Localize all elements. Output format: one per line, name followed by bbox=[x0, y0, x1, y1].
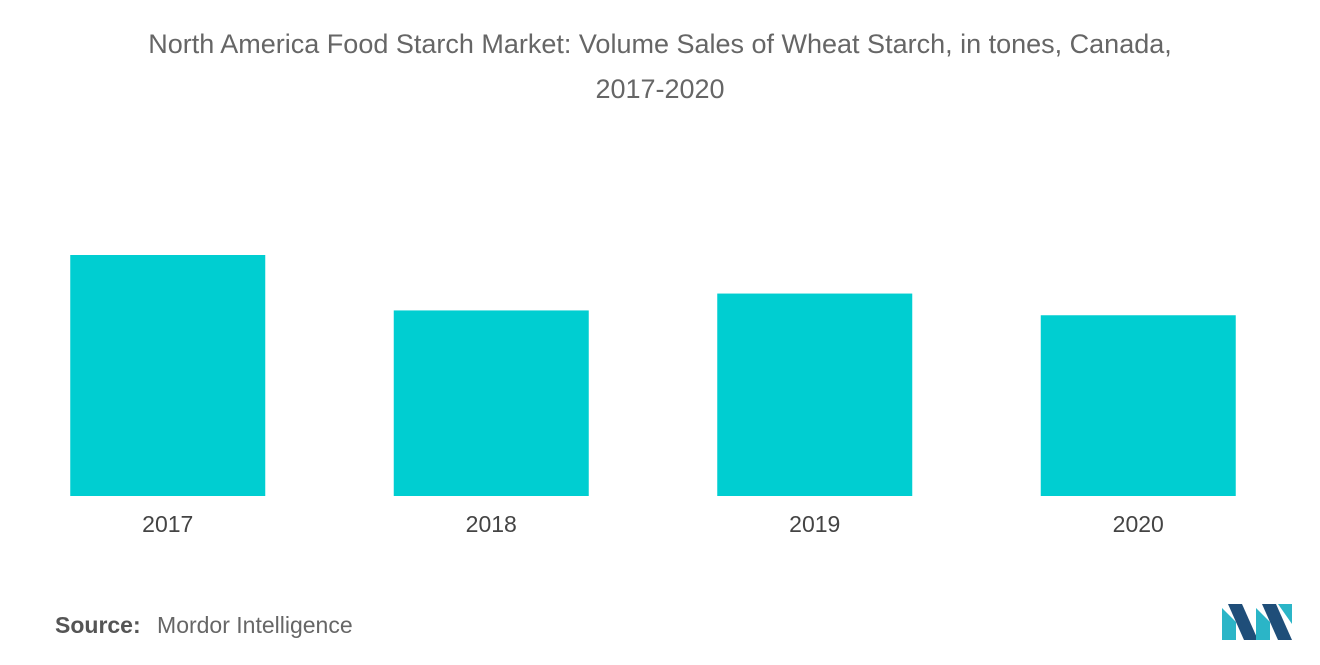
source-label: Source: bbox=[55, 612, 141, 638]
source-text: Mordor Intelligence bbox=[157, 612, 353, 638]
x-tick-label-2019: 2019 bbox=[789, 511, 840, 537]
bar-2018 bbox=[393, 310, 589, 496]
bar-2020 bbox=[1040, 315, 1236, 496]
mordor-intelligence-logo-icon bbox=[1222, 604, 1292, 640]
x-tick-label-2018: 2018 bbox=[466, 511, 517, 537]
x-tick-label-2017: 2017 bbox=[142, 511, 193, 537]
chart-title: North America Food Starch Market: Volume… bbox=[0, 22, 1320, 112]
bar-2019 bbox=[717, 293, 913, 496]
chart-title-line-2: 2017-2020 bbox=[595, 74, 725, 104]
bar-2017 bbox=[70, 255, 266, 496]
bar-chart: 2017 2018 2019 2020 bbox=[70, 255, 1236, 537]
chart-title-line-1: North America Food Starch Market: Volume… bbox=[148, 29, 1172, 59]
source-credit: Source: Mordor Intelligence bbox=[55, 612, 353, 639]
x-tick-label-2020: 2020 bbox=[1113, 511, 1164, 537]
